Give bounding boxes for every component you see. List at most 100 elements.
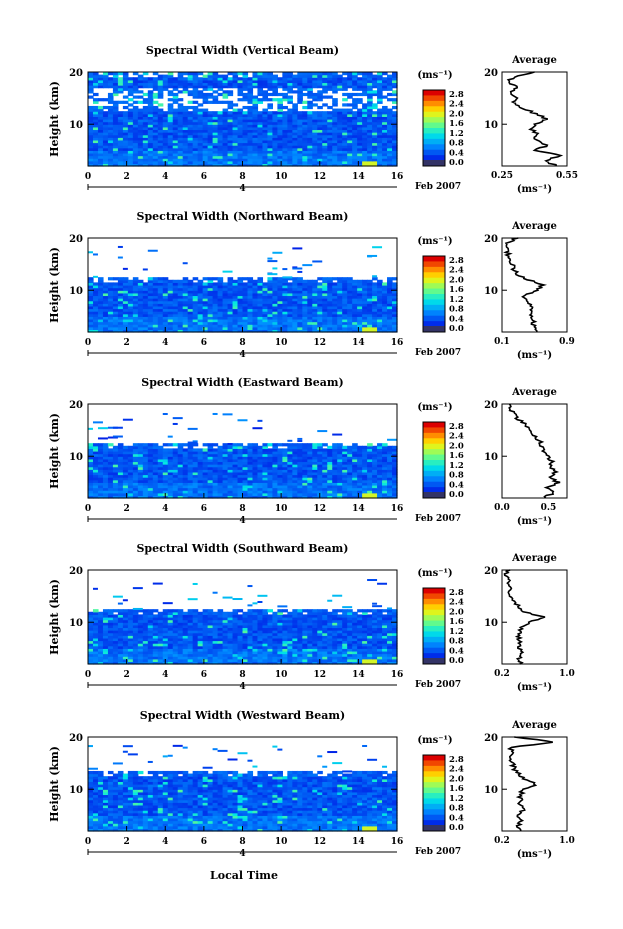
heatmap-cell bbox=[302, 150, 308, 154]
heatmap-cell bbox=[367, 285, 373, 289]
heatmap-cell bbox=[97, 77, 104, 81]
heatmap-cell bbox=[292, 324, 298, 328]
heatmap-cell bbox=[217, 113, 224, 117]
heatmap-cell bbox=[297, 132, 303, 136]
heatmap-cell bbox=[137, 495, 144, 499]
heatmap-cell bbox=[392, 137, 398, 141]
heatmap-cell bbox=[127, 126, 134, 131]
y-axis-label: Height (km) bbox=[48, 247, 61, 323]
heatmap-cell bbox=[362, 661, 368, 665]
heatmap-cell bbox=[177, 321, 184, 325]
heatmap-cell bbox=[312, 92, 318, 97]
heatmap-cell bbox=[292, 79, 298, 84]
heatmap-cell bbox=[142, 268, 148, 271]
heatmap-cell bbox=[122, 105, 129, 110]
heatmap-cell bbox=[102, 469, 109, 473]
heatmap-cell bbox=[132, 285, 139, 289]
heatmap-cell bbox=[367, 477, 373, 481]
heatmap-cell bbox=[237, 453, 244, 457]
heatmap-cell bbox=[372, 160, 378, 164]
heatmap-cell bbox=[127, 456, 134, 460]
average-title: Average bbox=[511, 387, 557, 398]
heatmap-cell bbox=[392, 105, 398, 110]
heatmap-cell bbox=[237, 484, 244, 489]
heatmap-cell bbox=[277, 129, 283, 133]
heatmap-cell bbox=[352, 139, 358, 144]
heatmap-cell bbox=[307, 326, 313, 330]
heatmap-cell bbox=[272, 292, 278, 297]
heatmap-cell bbox=[92, 466, 99, 470]
heatmap-cell bbox=[372, 121, 378, 125]
heatmap-cell bbox=[122, 132, 129, 136]
heatmap-cell bbox=[342, 92, 348, 97]
heatmap-cell bbox=[197, 458, 204, 463]
heatmap-cell bbox=[332, 155, 338, 159]
heatmap-cell bbox=[297, 87, 303, 91]
heatmap-cell bbox=[112, 461, 119, 465]
heatmap-cell bbox=[272, 466, 278, 470]
heatmap-cell bbox=[292, 303, 298, 307]
heatmap-cell bbox=[152, 277, 159, 281]
heatmap-cell bbox=[132, 448, 139, 452]
heatmap-cell bbox=[392, 471, 398, 476]
heatmap-cell bbox=[117, 453, 124, 457]
heatmap-cell bbox=[237, 116, 244, 120]
heatmap-cell bbox=[147, 487, 154, 491]
x-tick-label: 0 bbox=[85, 504, 91, 514]
heatmap-cell bbox=[292, 451, 298, 455]
heatmap-cell bbox=[337, 324, 343, 328]
heatmap-cell bbox=[252, 479, 259, 483]
heatmap-cell bbox=[282, 111, 288, 115]
heatmap-cell bbox=[282, 295, 288, 299]
heatmap-cell bbox=[127, 453, 134, 457]
heatmap-cell bbox=[272, 145, 278, 149]
heatmap-cell bbox=[382, 111, 388, 115]
heatmap-cell bbox=[132, 158, 139, 162]
date-label: Feb 2007 bbox=[415, 348, 461, 358]
heatmap-cell bbox=[327, 295, 333, 299]
heatmap-cell bbox=[272, 445, 278, 449]
heatmap-cell bbox=[172, 79, 179, 84]
heatmap-cell bbox=[307, 285, 313, 289]
heatmap-cell bbox=[192, 145, 199, 149]
heatmap-cell bbox=[167, 79, 174, 84]
heatmap-cell bbox=[337, 448, 343, 452]
heatmap-cell bbox=[197, 305, 204, 310]
heatmap-cell bbox=[92, 650, 99, 655]
heatmap-cell bbox=[312, 124, 318, 128]
heatmap-cell bbox=[162, 79, 169, 84]
heatmap-cell bbox=[282, 282, 288, 286]
heatmap-cell bbox=[392, 74, 398, 78]
heatmap-cell bbox=[117, 145, 124, 149]
heatmap-cell bbox=[157, 279, 164, 283]
heatmap-cell bbox=[222, 270, 233, 273]
heatmap-cell bbox=[297, 295, 303, 299]
heatmap-cell bbox=[282, 451, 288, 455]
heatmap-cell bbox=[88, 124, 94, 128]
heatmap-cell bbox=[312, 152, 318, 157]
heatmap-cell bbox=[88, 119, 94, 123]
heatmap-cell bbox=[157, 453, 164, 457]
heatmap-cell bbox=[342, 311, 348, 315]
heatmap-cell bbox=[392, 100, 398, 104]
heatmap-cell bbox=[247, 305, 254, 310]
heatmap-cell bbox=[377, 658, 383, 662]
heatmap-cell bbox=[382, 126, 388, 131]
heatmap-cell bbox=[187, 484, 194, 489]
heatmap-cell bbox=[92, 448, 99, 452]
heatmap-cell bbox=[207, 658, 214, 662]
heatmap-cell bbox=[217, 142, 224, 146]
heatmap-cell bbox=[232, 129, 239, 133]
heatmap-cell bbox=[132, 108, 139, 112]
heatmap-cell bbox=[88, 287, 94, 291]
heatmap-cell bbox=[252, 313, 259, 317]
heatmap-cell bbox=[312, 448, 318, 452]
heatmap-cell bbox=[372, 653, 378, 657]
heatmap-cell bbox=[352, 147, 358, 151]
heatmap-cell bbox=[302, 85, 308, 89]
heatmap-cell bbox=[262, 285, 269, 289]
heatmap-cell bbox=[92, 137, 99, 141]
heatmap-cell bbox=[252, 300, 259, 304]
heatmap-cell bbox=[282, 145, 288, 149]
heatmap-cell bbox=[167, 142, 174, 146]
